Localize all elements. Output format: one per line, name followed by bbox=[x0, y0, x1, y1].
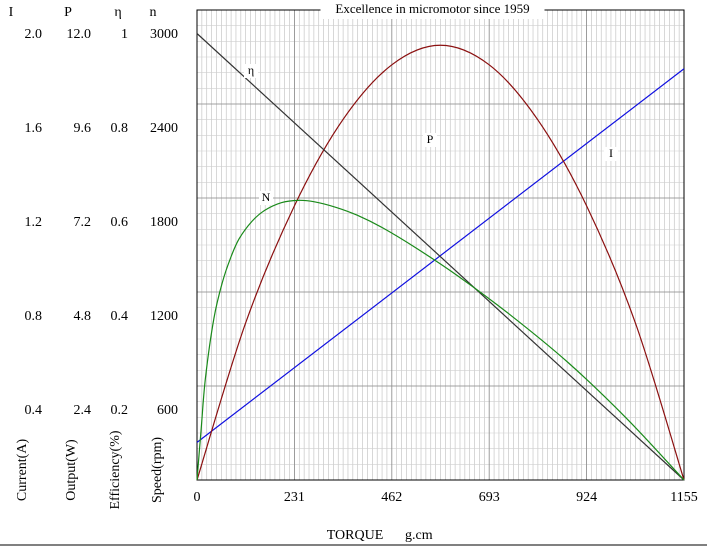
x-tick-label: 693 bbox=[479, 490, 500, 505]
x-tick-label: 0 bbox=[194, 490, 201, 505]
y-tick-label-i: 1.6 bbox=[25, 121, 43, 136]
chart-title: Excellence in micromotor since 1959 bbox=[335, 1, 529, 16]
series-label-background bbox=[423, 133, 437, 147]
y-tick-label-p: 9.6 bbox=[74, 121, 92, 136]
y-tick-label-i: 1.2 bbox=[25, 215, 43, 230]
minor-gridlines bbox=[197, 10, 684, 480]
y-tick-label-p: 4.8 bbox=[74, 309, 92, 324]
y-tick-label-n: 3000 bbox=[150, 27, 178, 42]
series-line-i bbox=[196, 68, 685, 443]
y-tick-label-eta: 0.4 bbox=[111, 309, 129, 324]
y-axis-header-n: n bbox=[150, 5, 157, 20]
x-tick-label: 231 bbox=[284, 490, 305, 505]
y-tick-label-eta: 0.2 bbox=[111, 403, 129, 418]
y-tick-label-eta: 1 bbox=[121, 27, 128, 42]
y-axis-header-i: I bbox=[9, 5, 14, 20]
major-gridlines bbox=[197, 10, 684, 480]
series-label-background bbox=[259, 191, 273, 205]
y-tick-label-eta: 0.6 bbox=[111, 215, 129, 230]
y-tick-label-n: 1800 bbox=[150, 215, 178, 230]
x-axis-title: TORQUE bbox=[327, 528, 384, 543]
series-label-i: I bbox=[609, 146, 613, 160]
x-tick-label: 1155 bbox=[670, 490, 697, 505]
title-background bbox=[320, 0, 545, 19]
series-line-n bbox=[196, 199, 685, 481]
y-tick-label-i: 0.4 bbox=[25, 403, 43, 418]
y-tick-label-p: 2.4 bbox=[74, 403, 92, 418]
axes-layer: I 2.0 1.6 1.2 0.8 0.4 Current(A) P 12.0 9.6 7.2 4.8… bbox=[9, 5, 698, 510]
series-labels: I Pη N bbox=[244, 63, 618, 205]
y-axis-header-p: P bbox=[64, 5, 72, 20]
y-tick-label-p: 12.0 bbox=[67, 27, 92, 42]
series-label-n: N bbox=[262, 190, 271, 204]
series-line-eta bbox=[196, 33, 685, 481]
y-tick-label-i: 0.8 bbox=[25, 309, 43, 324]
series-label-p: P bbox=[427, 132, 434, 146]
series-label-background bbox=[604, 147, 618, 161]
y-tick-label-n: 1200 bbox=[150, 309, 178, 324]
y-tick-label-i: 2.0 bbox=[25, 27, 43, 42]
y-tick-label-p: 7.2 bbox=[74, 215, 92, 230]
series-line-p bbox=[196, 44, 685, 481]
series-layer bbox=[196, 33, 685, 481]
y-tick-label-n: 600 bbox=[157, 403, 178, 418]
y-tick-label-eta: 0.8 bbox=[111, 121, 129, 136]
x-tick-label: 924 bbox=[576, 490, 597, 505]
x-axis-unit: g.cm bbox=[405, 528, 433, 543]
y-axis-title-n: Speed(rpm) bbox=[150, 437, 165, 503]
y-axis-title-eta: Efficiency(%) bbox=[108, 430, 123, 509]
y-axis-header-eta: η bbox=[114, 5, 121, 20]
y-axis-title-i: Current(A) bbox=[15, 439, 30, 502]
series-label-eta: η bbox=[248, 63, 254, 77]
x-tick-label: 462 bbox=[381, 490, 402, 505]
y-axis-title-p: Output(W) bbox=[64, 439, 79, 501]
series-label-background bbox=[244, 64, 258, 78]
y-tick-label-n: 2400 bbox=[150, 121, 178, 136]
